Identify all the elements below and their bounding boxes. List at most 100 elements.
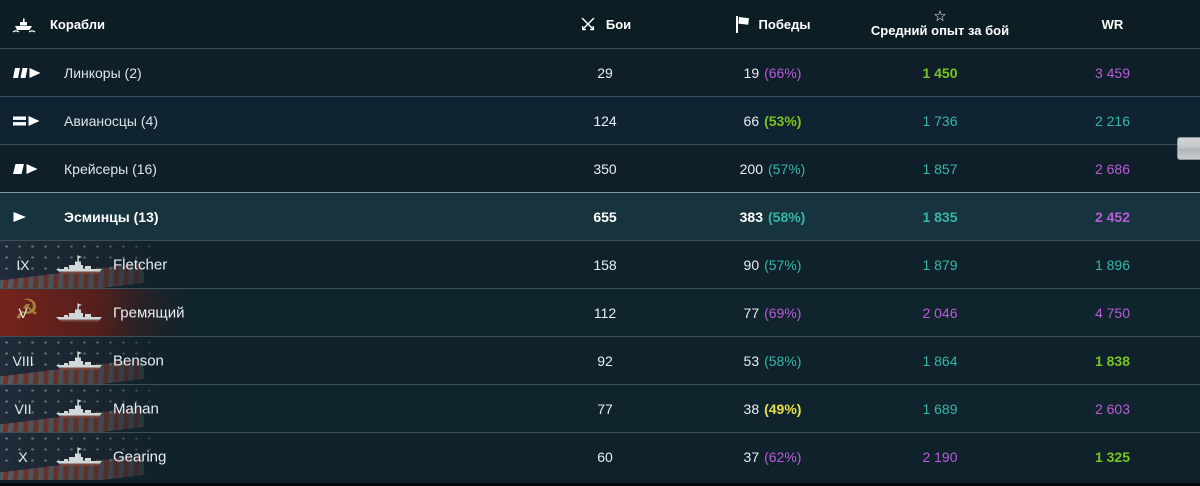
wins-column-header[interactable]: Победы — [690, 15, 855, 33]
avg-xp-value: 1 835 — [922, 208, 958, 225]
wins-column-label: Победы — [758, 16, 811, 32]
class-name: Линкоры (2) — [64, 64, 142, 81]
destroyer-silhouette-icon — [55, 446, 103, 468]
ships-column-header[interactable]: Корабли — [0, 16, 520, 33]
wr-value: 1 325 — [1094, 448, 1131, 465]
xp-column-label: Средний опыт за бой — [870, 23, 1010, 39]
class-row[interactable]: Линкоры (2) 29 19 (66%) 1 450 3 459 — [0, 48, 1200, 96]
wins-count: 383 — [739, 208, 763, 225]
wr-column-label: WR — [1101, 16, 1124, 32]
avg-xp-value: 1 879 — [922, 256, 958, 273]
wins-value: 77 (69%) — [690, 305, 855, 321]
wr-value: 1 838 — [1094, 352, 1131, 369]
destroyer-class-icon — [12, 211, 42, 223]
wins-value: 19 (66%) — [690, 65, 855, 81]
wr-value: 2 216 — [1094, 112, 1131, 129]
battles-value: 655 — [593, 208, 617, 225]
wr-value: 2 452 — [1094, 208, 1131, 225]
ship-row[interactable]: VIII Benson 92 53 — [0, 336, 1200, 384]
cruiser-class-icon — [12, 163, 42, 175]
ship-tier: IX — [16, 256, 30, 273]
class-name: Крейсеры (16) — [64, 160, 157, 177]
battles-value: 29 — [597, 64, 613, 81]
ship-row[interactable]: VII Mahan 77 38 — [0, 384, 1200, 432]
wr-value: 4 750 — [1094, 304, 1131, 321]
ship-name: Benson — [113, 352, 164, 369]
winrate-percent: (58%) — [768, 208, 806, 225]
ship-name: Gearing — [113, 448, 167, 465]
flag-icon — [735, 15, 750, 33]
ship-name: Гремящий — [113, 304, 185, 321]
winrate-percent: (57%) — [764, 256, 802, 273]
xp-column-header[interactable]: ☆ Средний опыт за бой — [855, 9, 1025, 39]
scrollbar-thumb[interactable] — [1177, 137, 1200, 160]
class-row[interactable]: Эсминцы (13) 655 383 (58%) 1 835 2 452 — [0, 192, 1200, 240]
wins-count: 77 — [743, 304, 760, 321]
destroyer-silhouette-icon — [55, 350, 103, 372]
destroyer-silhouette-icon — [55, 254, 103, 276]
ship-tier: VII — [14, 400, 32, 417]
destroyer-silhouette-icon — [55, 302, 103, 324]
battles-value: 158 — [593, 256, 617, 273]
table-body: Линкоры (2) 29 19 (66%) 1 450 3 459 Авиа… — [0, 48, 1200, 480]
wins-count: 37 — [743, 448, 760, 465]
destroyer-silhouette-icon — [55, 398, 103, 420]
ship-tier: VIII — [12, 352, 34, 369]
star-icon: ☆ — [933, 8, 947, 26]
battles-value: 92 — [597, 352, 613, 369]
battles-value: 60 — [597, 448, 613, 465]
wins-value: 37 (62%) — [690, 449, 855, 465]
avg-xp-value: 1 450 — [922, 64, 958, 81]
avg-xp-value: 1 857 — [922, 160, 958, 177]
wins-value: 200 (57%) — [690, 161, 855, 177]
winrate-percent: (66%) — [764, 64, 802, 81]
ship-row[interactable]: X Gearing 60 37 — [0, 432, 1200, 480]
ship-icon — [12, 16, 36, 33]
battles-value: 112 — [593, 304, 617, 321]
winrate-percent: (62%) — [764, 448, 802, 465]
winrate-percent: (58%) — [764, 352, 802, 369]
carrier-class-icon — [12, 115, 42, 127]
wr-value: 2 603 — [1094, 400, 1131, 417]
battles-value: 350 — [593, 160, 617, 177]
class-row[interactable]: Авианосцы (4) 124 66 (53%) 1 736 2 216 — [0, 96, 1200, 144]
wr-column-header[interactable]: WR — [1025, 17, 1200, 32]
ship-row[interactable]: IX Fletcher 158 90 — [0, 240, 1200, 288]
ships-column-label: Корабли — [50, 16, 106, 32]
wr-value: 3 459 — [1094, 64, 1131, 81]
wr-value: 1 896 — [1094, 256, 1131, 273]
class-name: Авианосцы (4) — [64, 112, 158, 129]
ship-name: Mahan — [113, 400, 159, 417]
battles-column-header[interactable]: Бои — [520, 15, 690, 33]
crossed-swords-icon — [579, 15, 597, 33]
winrate-percent: (49%) — [764, 400, 802, 417]
wins-value: 383 (58%) — [690, 209, 855, 225]
wins-value: 90 (57%) — [690, 257, 855, 273]
table-header: Корабли Бои Победы — [0, 0, 1200, 48]
ship-row[interactable]: ☭ V Гремящий 112 — [0, 288, 1200, 336]
wins-count: 19 — [743, 64, 760, 81]
wins-count: 53 — [743, 352, 760, 369]
ship-tier: X — [18, 448, 28, 465]
battles-value: 124 — [593, 112, 617, 129]
ship-tier: V — [18, 304, 28, 321]
class-row[interactable]: Крейсеры (16) 350 200 (57%) 1 857 2 686 — [0, 144, 1200, 192]
table-bottom-edge — [0, 483, 1200, 486]
wins-count: 66 — [743, 112, 760, 129]
wins-value: 38 (49%) — [690, 401, 855, 417]
wr-value: 2 686 — [1094, 160, 1131, 177]
avg-xp-value: 2 046 — [922, 304, 958, 321]
winrate-percent: (69%) — [764, 304, 802, 321]
winrate-percent: (53%) — [764, 112, 802, 129]
wins-count: 38 — [743, 400, 760, 417]
avg-xp-value: 2 190 — [922, 448, 958, 465]
wins-value: 53 (58%) — [690, 353, 855, 369]
avg-xp-value: 1 689 — [922, 400, 958, 417]
battles-column-label: Бои — [605, 16, 632, 32]
winrate-percent: (57%) — [768, 160, 806, 177]
avg-xp-value: 1 736 — [922, 112, 958, 129]
ship-name: Fletcher — [113, 256, 168, 273]
wins-value: 66 (53%) — [690, 113, 855, 129]
avg-xp-value: 1 864 — [922, 352, 958, 369]
